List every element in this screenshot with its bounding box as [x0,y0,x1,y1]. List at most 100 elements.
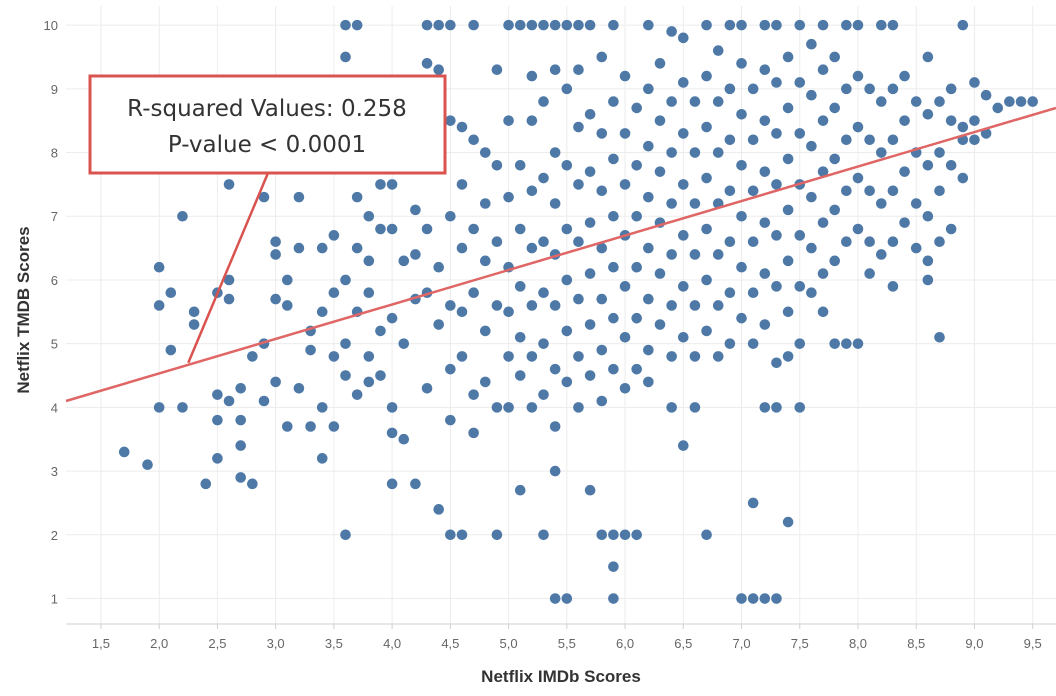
data-point [806,287,817,299]
data-point [771,77,782,88]
data-point [782,102,794,114]
data-point [794,19,806,31]
data-point [817,115,829,126]
data-point [270,236,281,248]
data-point [363,287,375,299]
data-point [829,102,841,114]
data-point [468,287,479,299]
data-point [701,529,712,541]
data-point [526,19,538,31]
data-point [643,19,654,31]
data-point [829,51,841,63]
x-tick-labels: 1,5 2,0 2,5 3,0 3,5 4,0 4,5 5,0 5,5 6,0 6,5 7,0 7,5 8… [92,636,1042,651]
data-point [316,453,328,464]
data-point [386,402,398,413]
data-point [445,414,456,426]
data-point [945,115,957,126]
data-point [142,459,153,471]
data-point [479,198,491,209]
data-point [631,102,643,114]
data-point [922,274,934,286]
data-point [608,210,619,222]
data-point [771,402,782,413]
data-point [538,96,549,107]
data-point [759,268,771,279]
data-point [864,236,875,248]
data-point [875,249,887,260]
y-tick-label: 7 [51,209,58,224]
x-axis-title: Netflix IMDb Scores [481,667,641,686]
annotation-p-value: P-value < 0.0001 [168,132,366,158]
y-tick-label: 9 [51,82,58,97]
data-point [806,38,817,50]
data-point [829,153,841,165]
data-point [794,402,806,413]
data-point [468,19,479,31]
data-point [316,242,328,254]
data-point [712,147,724,158]
data-point [934,96,945,107]
data-point [677,440,689,451]
data-point [619,331,631,343]
data-point [445,19,456,31]
data-point [957,19,969,31]
data-point [514,281,526,292]
data-point [491,159,503,171]
data-point [573,351,584,362]
data-point [643,344,654,356]
data-point [421,19,433,31]
data-point [538,529,549,541]
data-point [281,274,293,286]
data-point [293,382,305,394]
data-point [934,147,945,158]
data-point [503,115,514,126]
data-point [118,446,130,458]
data-point [654,58,666,69]
data-point [153,261,165,273]
data-point [922,210,934,222]
data-point [561,274,573,286]
data-point [421,382,433,394]
data-point [782,351,794,362]
data-point [514,19,526,31]
data-point [980,128,992,139]
data-point [608,312,619,324]
data-point [596,128,608,139]
x-tick-label: 1,5 [92,636,110,651]
annotation-pointer-line [187,172,270,364]
data-point [340,19,351,31]
data-point [445,529,456,541]
data-point [549,198,561,209]
data-point [363,255,375,267]
data-point [526,402,538,413]
data-point [841,236,852,248]
data-point [468,223,479,235]
data-point [386,179,398,190]
data-point [375,223,386,235]
data-point [875,19,887,31]
data-point [724,19,736,31]
data-point [491,64,503,76]
data-point [538,236,549,248]
data-point [479,147,491,158]
data-point [561,159,573,171]
data-point [643,293,654,305]
data-point [514,331,526,343]
x-tick-label: 6,5 [674,636,692,651]
data-point [771,593,782,604]
data-point [212,389,223,400]
data-point [817,166,829,177]
data-point [841,338,852,349]
data-point [561,19,573,31]
data-point [316,402,328,413]
trend-line-group [65,106,1056,403]
data-point [771,230,782,241]
data-point [596,293,608,305]
x-tick-label: 2,5 [208,636,226,651]
data-point [340,529,351,541]
data-point [724,338,736,349]
data-point [596,395,608,407]
data-point [573,64,584,76]
data-point [759,166,771,177]
data-point [235,414,247,426]
